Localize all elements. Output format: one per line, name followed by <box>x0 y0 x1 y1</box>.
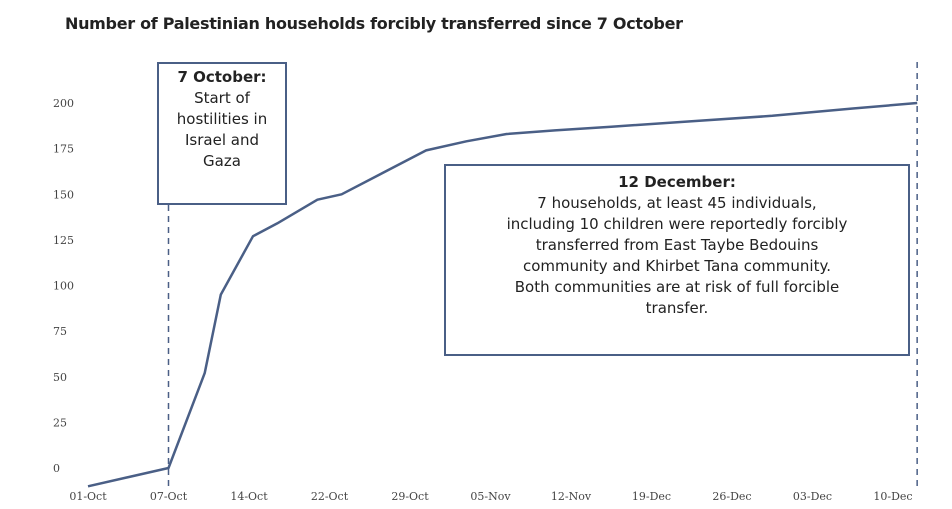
y-tick-label: 100 <box>53 280 74 293</box>
annotation-line: transferred from East Taybe Bedouins <box>535 236 819 254</box>
y-tick-label: 175 <box>53 143 74 156</box>
annotation-heading: 7 October: <box>177 68 267 86</box>
x-tick-label: 03-Dec <box>793 490 832 503</box>
annotation-body: Start of hostilities in Israel and Gaza <box>159 88 285 172</box>
annotation-line: community and Khirbet Tana community. <box>523 257 831 275</box>
x-tick-label: 26-Dec <box>712 490 751 503</box>
y-tick-label: 0 <box>53 462 60 475</box>
annotation-7-october: 7 October: Start of hostilities in Israel … <box>157 62 287 205</box>
annotation-body: 7 households, at least 45 individuals, in… <box>450 193 904 319</box>
annotation-line: including 10 children were reportedly fo… <box>506 215 848 233</box>
series-group <box>87 101 918 488</box>
x-axis: 01-Oct 07-Oct 14-Oct 22-Oct 29-Oct 05-Nov 12-N… <box>69 490 912 503</box>
x-tick-label: 12-Nov <box>551 490 592 503</box>
x-tick-label: 22-Oct <box>311 490 349 503</box>
y-tick-label: 150 <box>53 188 74 201</box>
annotation-line: Start of <box>194 89 250 107</box>
y-tick-label: 125 <box>53 234 74 247</box>
y-axis: 0 25 50 75 100 125 150 175 200 <box>53 97 74 475</box>
annotation-line: Gaza <box>203 152 241 170</box>
annotation-line: hostilities in <box>176 110 268 128</box>
x-tick-label: 07-Oct <box>150 490 188 503</box>
x-tick-label: 29-Oct <box>391 490 429 503</box>
y-tick-label: 200 <box>53 97 74 110</box>
annotation-line: Both communities are at risk of full for… <box>514 278 840 296</box>
annotation-line: transfer. <box>645 299 709 317</box>
y-tick-label: 50 <box>53 371 67 384</box>
chart-title: Number of Palestinian households forcibl… <box>65 14 683 33</box>
annotation-line: Israel and <box>185 131 259 149</box>
y-tick-label: 25 <box>53 416 67 429</box>
y-tick-label: 75 <box>53 325 67 338</box>
series-line <box>87 101 918 488</box>
annotation-12-december: 12 December: 7 households, at least 45 i… <box>444 164 910 356</box>
x-tick-label: 14-Oct <box>230 490 268 503</box>
x-tick-label: 19-Dec <box>632 490 671 503</box>
annotation-heading: 12 December: <box>618 173 736 191</box>
x-tick-label: 05-Nov <box>470 490 511 503</box>
x-tick-label: 10-Dec <box>873 490 912 503</box>
annotation-line: 7 households, at least 45 individuals, <box>537 194 817 212</box>
x-tick-label: 01-Oct <box>69 490 107 503</box>
